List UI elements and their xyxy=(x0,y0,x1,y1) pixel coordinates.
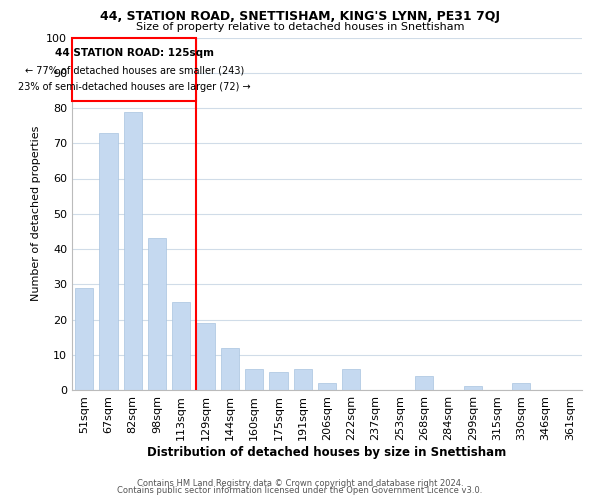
Text: 23% of semi-detached houses are larger (72) →: 23% of semi-detached houses are larger (… xyxy=(18,82,251,92)
Bar xyxy=(415,376,433,390)
Bar xyxy=(512,383,530,390)
Bar xyxy=(75,288,93,390)
Bar xyxy=(269,372,287,390)
Y-axis label: Number of detached properties: Number of detached properties xyxy=(31,126,41,302)
Bar xyxy=(196,323,215,390)
Text: 44, STATION ROAD, SNETTISHAM, KING'S LYNN, PE31 7QJ: 44, STATION ROAD, SNETTISHAM, KING'S LYN… xyxy=(100,10,500,23)
Bar xyxy=(221,348,239,390)
Bar xyxy=(342,369,361,390)
Bar xyxy=(100,132,118,390)
Bar xyxy=(318,383,336,390)
Bar xyxy=(464,386,482,390)
Bar xyxy=(124,112,142,390)
Text: Size of property relative to detached houses in Snettisham: Size of property relative to detached ho… xyxy=(136,22,464,32)
FancyBboxPatch shape xyxy=(72,38,196,101)
Bar xyxy=(172,302,190,390)
X-axis label: Distribution of detached houses by size in Snettisham: Distribution of detached houses by size … xyxy=(148,446,506,458)
Text: Contains HM Land Registry data © Crown copyright and database right 2024.: Contains HM Land Registry data © Crown c… xyxy=(137,478,463,488)
Bar xyxy=(245,369,263,390)
Text: ← 77% of detached houses are smaller (243): ← 77% of detached houses are smaller (24… xyxy=(25,66,244,76)
Bar xyxy=(293,369,312,390)
Text: 44 STATION ROAD: 125sqm: 44 STATION ROAD: 125sqm xyxy=(55,48,214,58)
Text: Contains public sector information licensed under the Open Government Licence v3: Contains public sector information licen… xyxy=(118,486,482,495)
Bar xyxy=(148,238,166,390)
